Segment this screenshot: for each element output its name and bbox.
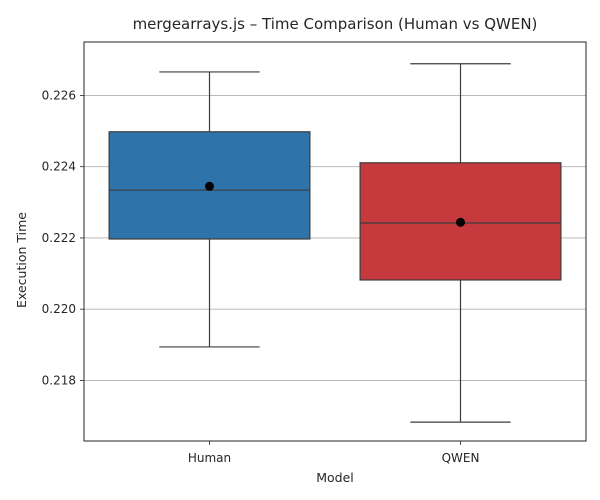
box-qwen [359,63,562,423]
y-tick-label: 0.224 [42,160,76,174]
box-human [108,71,311,348]
mean-marker [456,217,465,227]
x-axis-ticks: Human QWEN [188,441,480,465]
y-axis-label: Execution Time [14,212,29,308]
y-tick-label: 0.222 [42,231,76,245]
x-tick-label: QWEN [442,451,480,465]
chart-title: mergearrays.js – Time Comparison (Human … [133,15,538,33]
plot-area-frame [83,41,587,442]
x-tick-label: Human [188,451,231,465]
iqr-box [108,131,311,240]
y-tick-label: 0.220 [42,302,76,316]
boxes [108,63,562,423]
x-axis-label: Model [316,470,354,485]
y-axis-ticks: 0.218 0.220 0.222 0.224 0.226 [42,88,84,387]
mean-marker [205,181,214,191]
y-tick-label: 0.218 [42,373,76,387]
y-tick-label: 0.226 [42,88,76,102]
